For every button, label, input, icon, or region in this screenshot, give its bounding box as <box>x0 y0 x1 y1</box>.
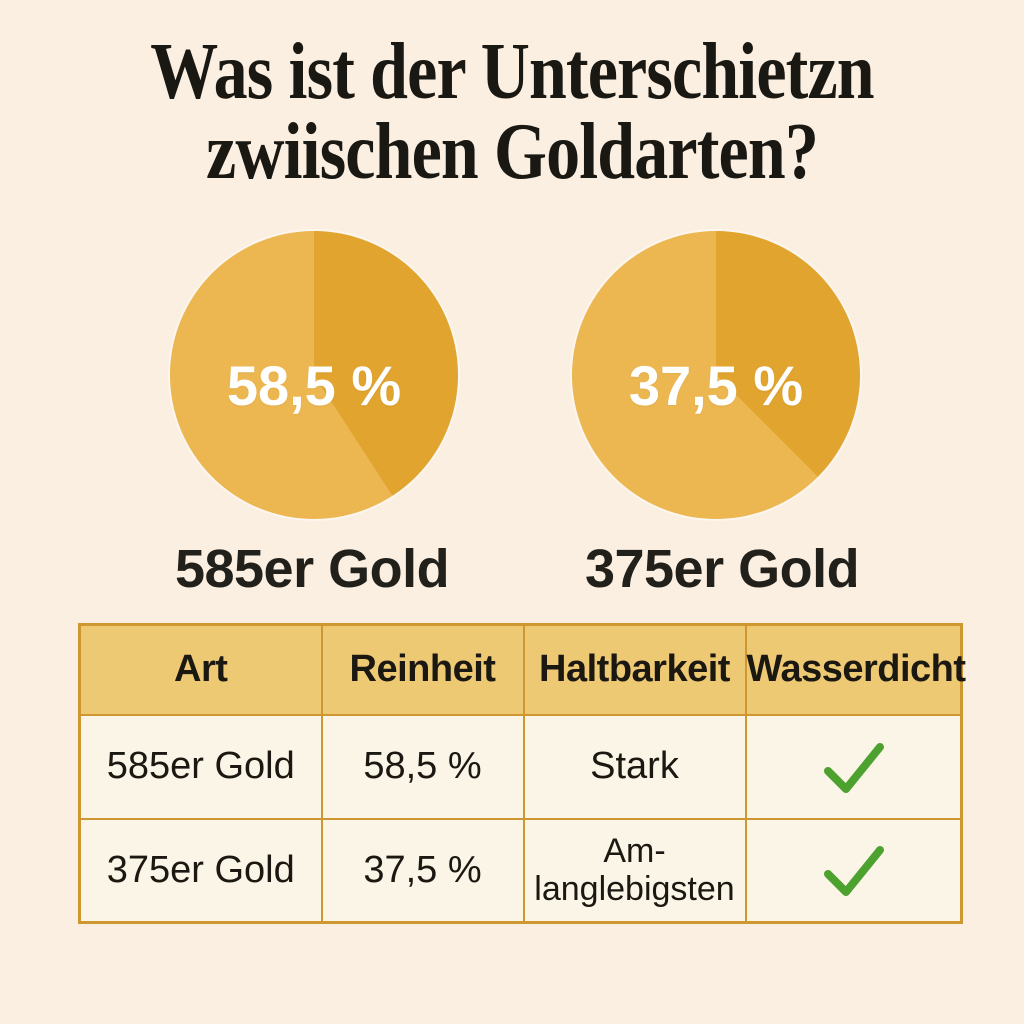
header-cell-wasserdicht: Wasserdicht <box>744 623 966 716</box>
check-icon <box>820 842 886 898</box>
pie-value-label-585: 58,5 % <box>226 353 402 417</box>
cell-wasserdicht-375 <box>744 817 963 924</box>
table-header-row: Art Reinheit Haltbarkeit Wasserdicht <box>78 623 966 716</box>
header-cell-art: Art <box>78 623 323 716</box>
cell-reinheit-375: 37,5 % <box>320 817 525 924</box>
table-row-375: 375er Gold 37,5 % Am- langlebigsten <box>78 817 963 924</box>
cell-haltbarkeit-585: Stark <box>522 713 747 820</box>
cell-haltbarkeit-375: Am- langlebigsten <box>522 817 747 924</box>
cell-art-585: 585er Gold <box>78 713 323 820</box>
pie-value-label-375: 37,5 % <box>628 353 804 417</box>
cell-art-375: 375er Gold <box>78 817 323 924</box>
title-line-1: Was ist der Unterschietzn <box>150 28 874 116</box>
pie-caption-375er-gold: 375er Gold <box>584 539 860 599</box>
pie-chart-585er-gold: 58,5 % <box>170 231 458 519</box>
title-line-2: zwiischen Goldarten? <box>206 108 819 196</box>
page-title: Was ist der Unterschietzn zwiischen Gold… <box>77 32 947 192</box>
check-icon <box>820 739 886 795</box>
header-cell-haltbarkeit: Haltbarkeit <box>522 623 747 716</box>
comparison-table: Art Reinheit Haltbarkeit Wasserdicht 585… <box>78 623 966 924</box>
pie-chart-375er-gold: 37,5 % <box>572 231 860 519</box>
table-row-585: 585er Gold 58,5 % Stark <box>78 713 963 820</box>
cell-reinheit-585: 58,5 % <box>320 713 525 820</box>
pie-caption-585er-gold: 585er Gold <box>174 539 450 599</box>
header-cell-reinheit: Reinheit <box>320 623 525 716</box>
cell-wasserdicht-585 <box>744 713 963 820</box>
